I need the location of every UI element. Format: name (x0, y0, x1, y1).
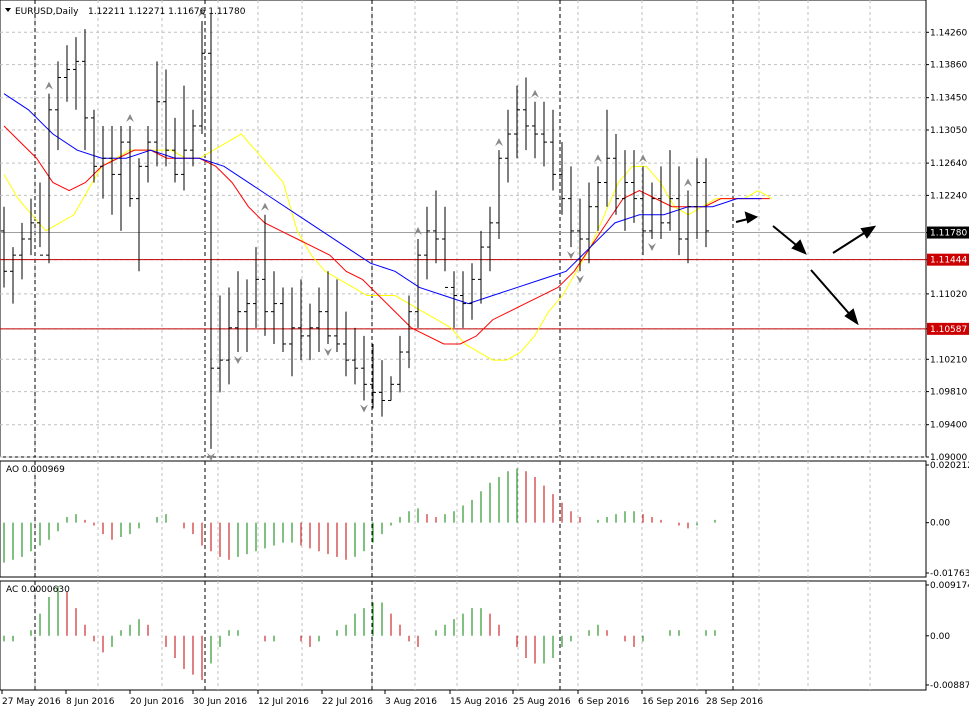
time-tick-label: 8 Jun 2016 (66, 697, 115, 707)
fractal-up-icon (126, 113, 134, 122)
time-tick-label: 12 Jul 2016 (258, 697, 309, 707)
price-tick-label: 1.09000 (930, 453, 967, 463)
time-tick-label: 15 Aug 2016 (450, 697, 508, 707)
time-tick-label: 27 May 2016 (2, 697, 61, 707)
fractal-up-icon (639, 154, 647, 163)
price-tick-label: 1.11020 (930, 290, 967, 300)
fractal-down-icon (360, 404, 368, 413)
level-price-tag (927, 253, 969, 266)
price-tick-label: 1.13860 (930, 61, 967, 71)
price-tick-label: 1.12240 (930, 191, 967, 201)
time-tick-label: 3 Aug 2016 (385, 697, 437, 707)
fractal-up-icon (594, 154, 602, 163)
fractal-up-icon (261, 202, 269, 211)
main-price-panel[interactable] (0, 0, 927, 458)
ao-tick-label: 0.00 (930, 519, 950, 529)
ohlc-values: 1.12211 1.12271 1.11676 1.11780 (88, 7, 246, 17)
fractal-up-icon (684, 178, 692, 187)
ma-yellow-line (3, 133, 773, 361)
fractal-down-icon (234, 356, 242, 365)
current-price-tag (927, 226, 969, 239)
fractal-up-icon (45, 81, 53, 90)
fractal-down-icon (648, 242, 656, 251)
level-price-label: 1.11444 (930, 256, 967, 266)
arrow-right-head (744, 211, 759, 224)
level-price-tag (927, 322, 969, 335)
time-tick-label: 20 Jun 2016 (130, 697, 184, 707)
price-tick-label: 1.14260 (930, 28, 967, 38)
fractal-up-icon (198, 8, 206, 17)
ac-tick-label: 0.00 (930, 632, 950, 642)
fractal-down-icon (576, 275, 584, 284)
fractal-down-icon (324, 347, 332, 356)
time-tick-label: 22 Jul 2016 (322, 697, 373, 707)
ma-red-line (3, 125, 770, 345)
time-tick-label: 6 Sep 2016 (578, 697, 630, 707)
fractal-down-icon (207, 452, 215, 461)
fractal-up-icon (495, 138, 503, 147)
price-tick-label: 1.09400 (930, 421, 967, 431)
ao-axis: 0.020212 0.00 -0.017635 (926, 461, 969, 579)
arrow-down-long-icon (810, 269, 854, 319)
price-bars (1, 8, 709, 461)
arrow-down-head (791, 239, 807, 255)
price-tick-label: 1.12640 (930, 159, 967, 169)
time-tick-label: 30 Jun 2016 (193, 697, 247, 707)
horizontal-levels (0, 232, 926, 330)
ac-label: AC 0.0000630 (6, 585, 70, 595)
ac-tick-label: -0.008875 (930, 681, 969, 691)
arrow-down-long-head (844, 308, 859, 326)
price-tick-label: 1.10210 (930, 355, 967, 365)
price-axis: 1.14260 1.13860 1.13450 1.13050 1.12640 1.122… (926, 28, 969, 463)
ac-tick-label: 0.009174 (930, 581, 969, 591)
time-tick-label: 16 Sep 2016 (642, 697, 699, 707)
ac-axis: 0.009174 0.00 -0.008875 (926, 581, 969, 691)
ao-tick-label: 0.020212 (930, 461, 969, 471)
forecast-arrows (735, 211, 877, 326)
arrow-up-head (860, 225, 877, 239)
time-tick-label: 28 Sep 2016 (706, 697, 763, 707)
ao-histogram (3, 468, 716, 563)
fractal-up-icon (531, 89, 539, 98)
dropdown-triangle-icon[interactable] (5, 8, 11, 12)
ao-label: AO 0.000969 (6, 465, 65, 475)
level-price-label: 1.10587 (930, 325, 967, 335)
current-price-label: 1.11780 (930, 229, 967, 239)
time-tick-label: 25 Aug 2016 (513, 697, 571, 707)
price-tick-label: 1.09810 (930, 388, 967, 398)
price-tick-label: 1.13450 (930, 94, 967, 104)
arrow-up-icon (832, 229, 870, 254)
fractal-up-icon (414, 226, 422, 235)
chart-symbol: EURUSD,Daily (15, 7, 79, 17)
ac-histogram (3, 585, 716, 681)
fractal-down-icon (567, 251, 575, 260)
price-tick-label: 1.13050 (930, 126, 967, 136)
ao-tick-label: -0.017635 (930, 569, 969, 579)
time-axis: 27 May 2016 8 Jun 2016 20 Jun 2016 30 Jun 2… (1, 690, 763, 707)
